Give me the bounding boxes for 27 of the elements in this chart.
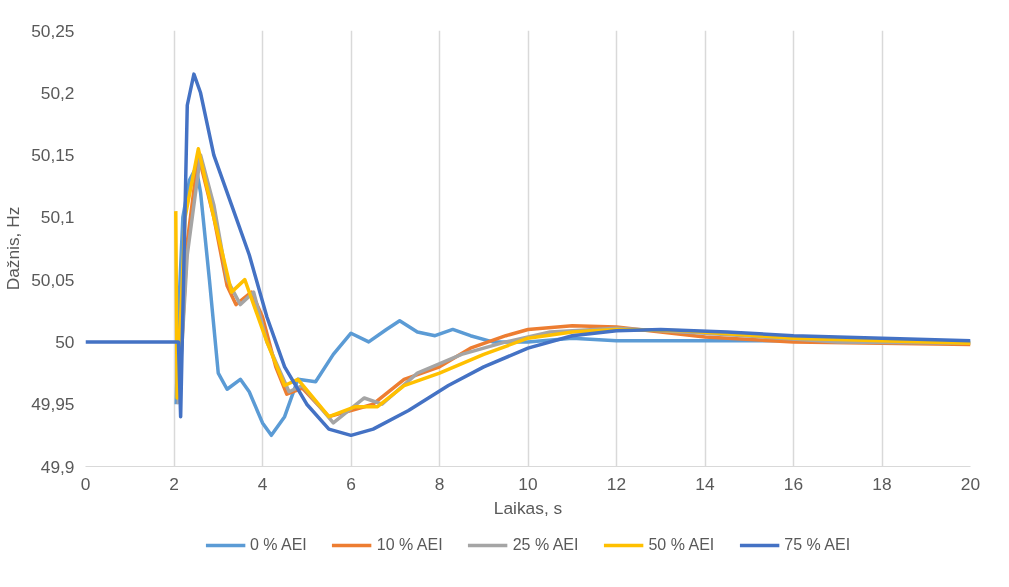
x-tick-label: 4 — [257, 473, 268, 494]
x-axis-title: Laikas, s — [493, 497, 563, 518]
x-tick-label: 14 — [695, 473, 715, 494]
legend-label: 25 % AEI — [512, 536, 579, 554]
x-tick-label: 2 — [169, 473, 179, 494]
y-tick-label: 49,95 — [31, 394, 75, 415]
y-axis-title: Dažnis, Hz — [3, 206, 24, 291]
y-tick-label: 50,1 — [40, 207, 75, 228]
legend-label: 50 % AEI — [648, 536, 715, 554]
y-tick-label: 50,05 — [31, 269, 75, 290]
x-tick-label: 0 — [80, 473, 91, 494]
x-tick-label: 10 — [518, 473, 538, 494]
y-tick-label: 49,9 — [40, 456, 75, 477]
x-tick-label: 18 — [872, 473, 892, 494]
legend-label: 0 % AEI — [249, 536, 307, 554]
y-tick-label: 50,2 — [40, 82, 75, 103]
x-tick-label: 6 — [346, 473, 356, 494]
x-tick-label: 8 — [434, 473, 445, 494]
x-tick-label: 12 — [606, 473, 627, 494]
legend-label: 10 % AEI — [376, 536, 443, 554]
legend-label: 75 % AEI — [784, 536, 851, 554]
y-tick-label: 50,15 — [31, 145, 75, 166]
y-tick-label: 50 — [55, 331, 75, 352]
line-series — [85, 72, 971, 438]
y-tick-label: 50,25 — [31, 20, 75, 41]
x-tick-label: 20 — [960, 473, 981, 494]
x-tick-label: 16 — [783, 473, 804, 494]
